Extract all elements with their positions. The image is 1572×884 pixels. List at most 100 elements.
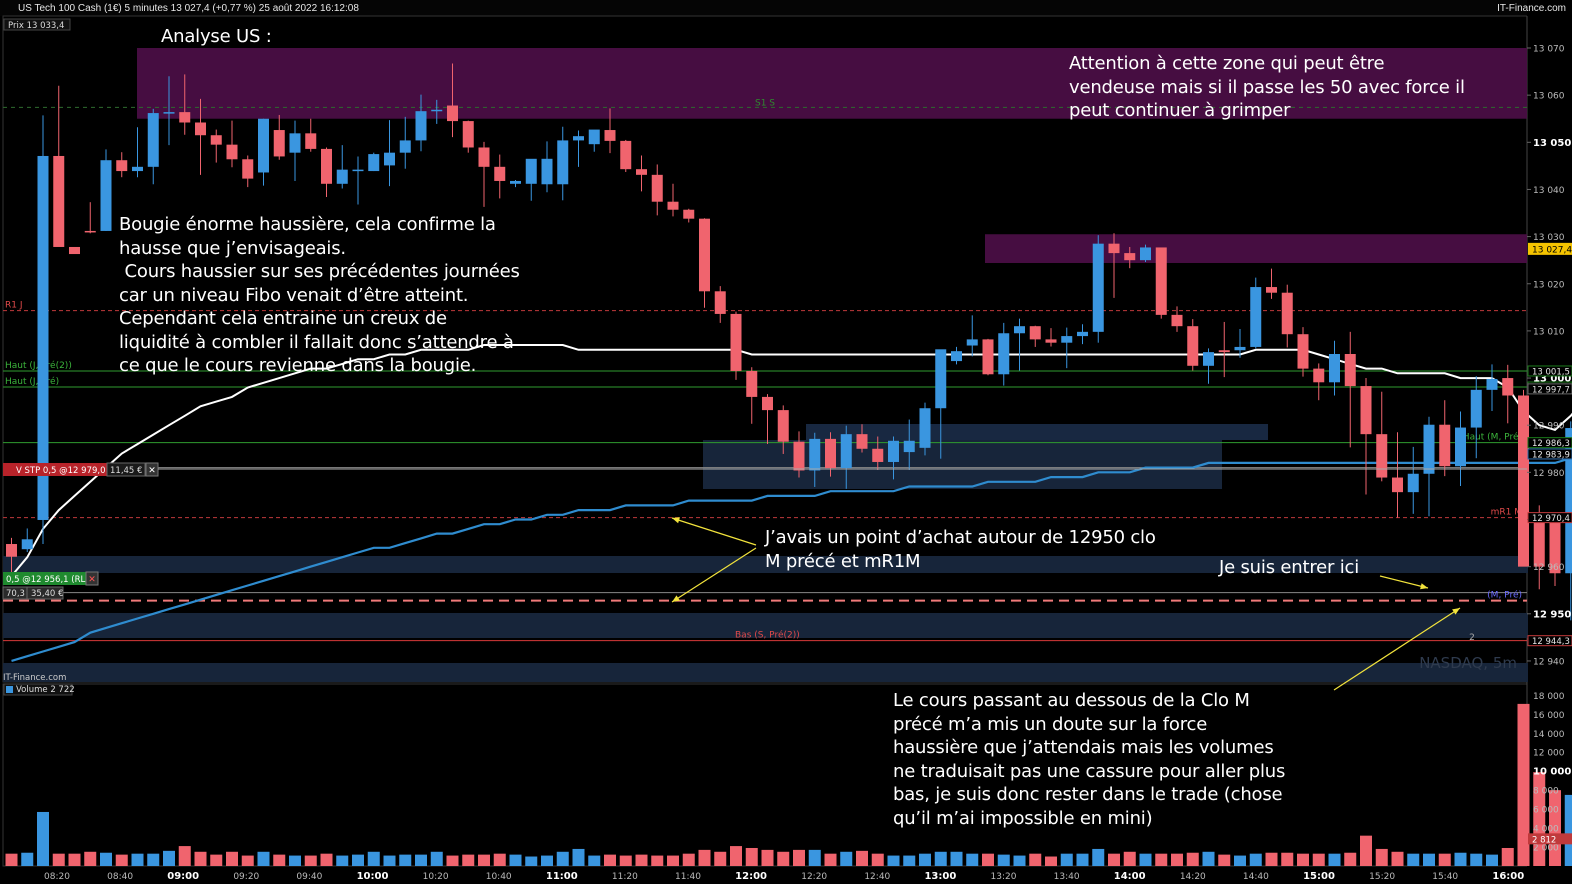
candle-body[interactable] — [37, 155, 49, 520]
candle-body[interactable] — [163, 112, 175, 114]
candle-body[interactable] — [746, 370, 758, 397]
candle-body[interactable] — [21, 539, 33, 550]
candle-body[interactable] — [588, 129, 600, 145]
candle-body[interactable] — [1266, 287, 1277, 293]
candle-body[interactable] — [1344, 354, 1356, 387]
candle-body[interactable] — [667, 201, 679, 210]
buy-close-button[interactable] — [85, 571, 99, 586]
candle-body[interactable] — [1360, 386, 1372, 435]
candle-body[interactable] — [431, 109, 443, 112]
candle-body[interactable] — [399, 140, 411, 153]
candle-body[interactable] — [919, 408, 931, 448]
candle-body[interactable] — [210, 135, 222, 145]
candle-body[interactable] — [793, 441, 805, 471]
candle-body[interactable] — [856, 434, 868, 449]
candle-body[interactable] — [1234, 346, 1246, 351]
candle-body[interactable] — [321, 148, 332, 184]
candle-body[interactable] — [84, 230, 96, 233]
candle-body[interactable] — [510, 180, 521, 184]
candle-body[interactable] — [1155, 247, 1167, 315]
candle-body[interactable] — [762, 396, 773, 411]
candle-body[interactable] — [1518, 395, 1529, 567]
candle-body[interactable] — [53, 155, 65, 247]
candle-body[interactable] — [147, 113, 159, 167]
candle-body[interactable] — [273, 130, 285, 157]
candle-body[interactable] — [1455, 427, 1466, 467]
candle-body[interactable] — [462, 121, 474, 148]
candle-body[interactable] — [1423, 424, 1435, 474]
candle-body[interactable] — [730, 313, 742, 371]
candle-body[interactable] — [415, 111, 427, 141]
candle-body[interactable] — [1549, 517, 1561, 574]
candle-body[interactable] — [1045, 339, 1057, 343]
candle-body[interactable] — [1077, 331, 1088, 337]
candle-body[interactable] — [478, 147, 490, 167]
candle-body[interactable] — [1565, 428, 1572, 574]
candle-body[interactable] — [1124, 253, 1136, 261]
candle-body[interactable] — [1407, 473, 1419, 493]
candle-body[interactable] — [1313, 368, 1325, 383]
candle-body[interactable] — [195, 122, 206, 136]
candle-body[interactable] — [179, 112, 191, 123]
candle-body[interactable] — [100, 160, 112, 231]
candle-body[interactable] — [1014, 326, 1025, 334]
candle-body[interactable] — [872, 448, 884, 462]
candle-body[interactable] — [888, 440, 899, 462]
candle-body[interactable] — [525, 158, 537, 184]
candle-body[interactable] — [903, 440, 915, 453]
candle-body[interactable] — [352, 169, 364, 172]
candle-body[interactable] — [1187, 326, 1199, 366]
candle-body[interactable] — [604, 130, 616, 141]
candle-body[interactable] — [1171, 314, 1183, 327]
candle-body[interactable] — [573, 136, 584, 141]
candle-body[interactable] — [69, 246, 80, 255]
candle-body[interactable] — [1108, 243, 1120, 254]
candle-body[interactable] — [683, 209, 695, 219]
candle-body[interactable] — [1392, 477, 1403, 493]
candle-body[interactable] — [699, 218, 710, 292]
candle-body[interactable] — [305, 133, 317, 149]
buy-order-tag[interactable] — [3, 572, 86, 585]
candle-body[interactable] — [636, 169, 647, 175]
candle-body[interactable] — [6, 544, 17, 557]
candle-body[interactable] — [777, 410, 789, 442]
candle-body[interactable] — [825, 438, 836, 469]
candle-body[interactable] — [1140, 247, 1151, 261]
candle-body[interactable] — [1439, 424, 1451, 467]
candle-body[interactable] — [840, 434, 852, 469]
candle-body[interactable] — [966, 339, 978, 346]
candle-body[interactable] — [541, 158, 553, 185]
candle-body[interactable] — [242, 159, 254, 179]
candle-body[interactable] — [951, 351, 962, 362]
candle-body[interactable] — [1281, 292, 1293, 335]
candle-body[interactable] — [494, 166, 506, 181]
candle-body[interactable] — [1470, 389, 1482, 428]
candle-body[interactable] — [1533, 517, 1545, 567]
candle-body[interactable] — [1329, 354, 1340, 383]
candle-body[interactable] — [384, 152, 395, 166]
candle-body[interactable] — [116, 160, 128, 172]
candle-body[interactable] — [1218, 350, 1230, 353]
candle-body[interactable] — [289, 133, 301, 153]
candle-body[interactable] — [1250, 287, 1262, 347]
candle-body[interactable] — [935, 349, 947, 409]
candle-body[interactable] — [557, 140, 569, 185]
candle-body[interactable] — [1376, 434, 1388, 478]
candle-body[interactable] — [258, 118, 269, 173]
candle-body[interactable] — [1203, 352, 1214, 366]
stop-order-tag[interactable] — [3, 463, 107, 476]
candle-body[interactable] — [809, 438, 821, 471]
candle-body[interactable] — [1297, 334, 1309, 369]
candle-body[interactable] — [651, 174, 663, 202]
candle-body[interactable] — [1061, 336, 1073, 343]
candle-body[interactable] — [1029, 326, 1041, 340]
candle-body[interactable] — [447, 105, 458, 122]
candle-body[interactable] — [714, 291, 726, 314]
candle-body[interactable] — [998, 333, 1010, 375]
candle-body[interactable] — [368, 154, 380, 172]
candle-body[interactable] — [1092, 243, 1104, 332]
candle-body[interactable] — [1502, 378, 1514, 396]
candle-body[interactable] — [1486, 378, 1498, 390]
candle-body[interactable] — [620, 140, 632, 170]
